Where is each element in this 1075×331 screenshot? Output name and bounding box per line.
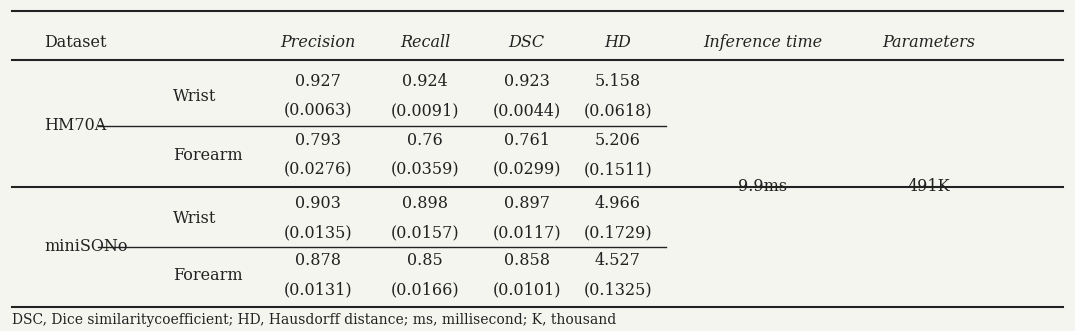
- Text: 0.793: 0.793: [295, 132, 341, 149]
- Text: (0.1729): (0.1729): [584, 224, 653, 241]
- Text: 4.527: 4.527: [594, 252, 641, 269]
- Text: 0.897: 0.897: [504, 195, 549, 212]
- Text: 5.158: 5.158: [594, 73, 641, 90]
- Text: DSC, Dice similaritycoefficient; HD, Hausdorff distance; ms, millisecond; K, tho: DSC, Dice similaritycoefficient; HD, Hau…: [12, 313, 616, 327]
- Text: DSC: DSC: [508, 34, 545, 51]
- Text: (0.0044): (0.0044): [492, 103, 561, 120]
- Text: (0.0135): (0.0135): [284, 224, 352, 241]
- Text: 0.923: 0.923: [504, 73, 549, 90]
- Text: (0.1511): (0.1511): [584, 161, 653, 178]
- Text: HM70A: HM70A: [44, 117, 106, 134]
- Text: (0.1325): (0.1325): [584, 282, 653, 299]
- Text: (0.0117): (0.0117): [492, 224, 561, 241]
- Text: (0.0276): (0.0276): [284, 161, 352, 178]
- Text: 0.903: 0.903: [295, 195, 341, 212]
- Text: HD: HD: [604, 34, 631, 51]
- Text: (0.0157): (0.0157): [390, 224, 459, 241]
- Text: (0.0063): (0.0063): [284, 103, 352, 120]
- Text: (0.0101): (0.0101): [492, 282, 561, 299]
- Text: Wrist: Wrist: [173, 210, 216, 226]
- Text: 0.878: 0.878: [295, 252, 341, 269]
- Text: 9.9ms: 9.9ms: [739, 177, 787, 195]
- Text: (0.0166): (0.0166): [390, 282, 459, 299]
- Text: Forearm: Forearm: [173, 267, 243, 284]
- Text: (0.0359): (0.0359): [390, 161, 459, 178]
- Text: miniSONo: miniSONo: [44, 238, 128, 255]
- Text: 0.858: 0.858: [504, 252, 549, 269]
- Text: (0.0091): (0.0091): [390, 103, 459, 120]
- Text: Dataset: Dataset: [44, 34, 106, 51]
- Text: 491K: 491K: [907, 177, 950, 195]
- Text: 4.966: 4.966: [594, 195, 641, 212]
- Text: (0.0131): (0.0131): [284, 282, 352, 299]
- Text: 0.85: 0.85: [407, 252, 443, 269]
- Text: 0.927: 0.927: [295, 73, 341, 90]
- Text: Recall: Recall: [400, 34, 450, 51]
- Text: Wrist: Wrist: [173, 88, 216, 105]
- Text: Precision: Precision: [281, 34, 356, 51]
- Text: Forearm: Forearm: [173, 147, 243, 164]
- Text: (0.0618): (0.0618): [584, 103, 653, 120]
- Text: (0.0299): (0.0299): [492, 161, 561, 178]
- Text: 0.898: 0.898: [402, 195, 448, 212]
- Text: 0.924: 0.924: [402, 73, 448, 90]
- Text: 0.761: 0.761: [504, 132, 549, 149]
- Text: 0.76: 0.76: [407, 132, 443, 149]
- Text: 5.206: 5.206: [594, 132, 641, 149]
- Text: Parameters: Parameters: [883, 34, 975, 51]
- Text: Inference time: Inference time: [703, 34, 822, 51]
